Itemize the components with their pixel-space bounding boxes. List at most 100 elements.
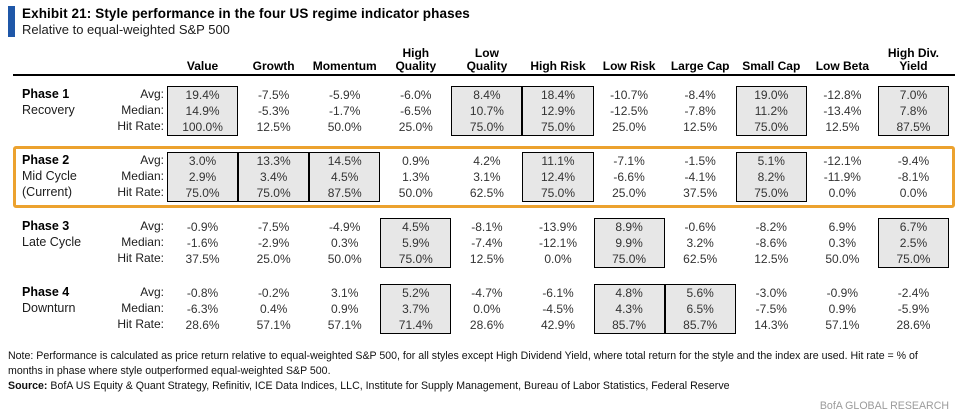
median-value: -11.9% [823, 170, 861, 185]
table-body: Phase 1 Recovery Avg: Median: Hit Rate: 19.4%… [13, 80, 955, 340]
cell-phase-1-high-quality: -6.0% -6.5% 25.0% [380, 86, 451, 136]
cell-phase-4-low-beta: -0.9% 0.9% 57.1% [807, 284, 878, 334]
phase-4-name: Phase 4 [22, 285, 70, 300]
median-value: 14.9% [185, 104, 220, 119]
stat-label: Hit Rate: [117, 317, 164, 332]
median-value: 0.0% [473, 302, 501, 317]
stat-label: Median: [121, 301, 164, 316]
phase-3-name: Phase 3 [22, 219, 70, 234]
cell-phase-3-high-div-yield: 6.7% 2.5% 75.0% [877, 218, 949, 269]
hit-value: 42.9% [540, 318, 575, 333]
stat-label: Avg: [140, 285, 164, 300]
avg-value: -4.9% [329, 220, 361, 235]
median-value: 0.9% [828, 302, 857, 317]
phase-1-stat-labels: Avg: Median: Hit Rate: [111, 86, 167, 136]
cell-phase-2-growth: 13.3% 3.4% 75.0% [238, 152, 310, 203]
cell-phase-1-growth: -7.5% -5.3% 12.5% [238, 86, 309, 136]
cell-phase-1-high-risk: 18.4% 12.9% 75.0% [522, 86, 594, 137]
cell-phase-3-value: -0.9% -1.6% 37.5% [167, 218, 238, 268]
hit-value: 62.5% [683, 252, 718, 267]
hit-value: 75.0% [540, 186, 575, 201]
exhibit-subtitle: Relative to equal-weighted S&P 500 [22, 22, 230, 37]
avg-value: -3.0% [755, 286, 787, 301]
median-value: -6.3% [186, 302, 219, 317]
avg-value: 14.5% [327, 154, 362, 169]
hit-value: 85.7% [612, 318, 647, 333]
hit-value: 14.3% [754, 318, 789, 333]
hit-value: 12.5% [469, 252, 504, 267]
median-value: 7.8% [899, 104, 928, 119]
cell-phase-2-value: 3.0% 2.9% 75.0% [167, 152, 239, 203]
avg-value: 11.1% [541, 154, 575, 169]
avg-value: 7.0% [899, 88, 928, 103]
avg-value: -9.4% [897, 154, 930, 169]
title-text-group: Exhibit 21: Style performance in the fou… [22, 6, 470, 37]
cell-phase-2-low-beta: -12.1% -11.9% 0.0% [807, 152, 878, 202]
hit-value: 57.1% [256, 318, 291, 333]
median-value: -7.5% [755, 302, 787, 317]
median-value: 1.3% [402, 170, 430, 185]
hit-value: 57.1% [825, 318, 860, 333]
avg-value: -0.9% [186, 220, 219, 235]
cell-phase-4-large-cap: 5.6% 6.5% 85.7% [664, 284, 736, 335]
cell-phase-3-low-quality: -8.1% -7.4% 12.5% [451, 218, 522, 268]
avg-value: 19.0% [754, 88, 789, 103]
stat-label: Median: [121, 235, 164, 250]
hit-value: 28.6% [896, 318, 931, 333]
cell-phase-3-high-risk: -13.9% -12.1% 0.0% [522, 218, 593, 268]
style-performance-table: Value Growth Momentum High Quality Low Quali… [13, 46, 955, 340]
median-value: -6.5% [400, 104, 432, 119]
hit-value: 71.4% [398, 318, 433, 333]
stat-label: Hit Rate: [117, 251, 164, 266]
source-line: Source: BofA US Equity & Quant Strategy,… [8, 379, 951, 393]
avg-value: -12.8% [823, 88, 862, 103]
median-value: 4.3% [615, 302, 643, 317]
cell-phase-4-low-quality: -4.7% 0.0% 28.6% [451, 284, 522, 334]
median-value: -13.4% [823, 104, 862, 119]
column-header-small-cap: Small Cap [742, 59, 801, 74]
cell-phase-3-momentum: -4.9% 0.3% 50.0% [309, 218, 380, 268]
phase-2-stat-labels: Avg: Median: Hit Rate: [111, 152, 167, 202]
hit-value: 75.0% [896, 252, 931, 267]
avg-value: 6.9% [828, 220, 857, 235]
avg-value: 4.5% [402, 220, 430, 235]
phase-1-block: Phase 1 Recovery Avg: Median: Hit Rate: 19.4%… [13, 80, 955, 142]
hit-value: 28.6% [185, 318, 220, 333]
cell-phase-4-high-risk: -6.1% -4.5% 42.9% [522, 284, 593, 334]
median-value: 6.5% [686, 302, 714, 317]
column-header-low-risk: Low Risk [602, 59, 656, 74]
avg-value: 8.4% [473, 88, 501, 103]
hit-value: 25.0% [612, 120, 647, 135]
median-value: 0.9% [331, 302, 359, 317]
median-value: 12.4% [540, 170, 575, 185]
column-header-high-quality: High Quality [395, 46, 437, 74]
hit-value: 85.7% [683, 318, 718, 333]
cell-phase-3-low-beta: 6.9% 0.3% 50.0% [807, 218, 878, 268]
phase-1-subtitle: Recovery [22, 103, 75, 118]
cell-phase-4-high-div-yield: -2.4% -5.9% 28.6% [878, 284, 949, 334]
cell-phase-1-low-beta: -12.8% -13.4% 12.5% [807, 86, 878, 136]
median-value: -4.5% [542, 302, 574, 317]
cell-phase-3-small-cap: -8.2% -8.6% 12.5% [736, 218, 807, 268]
stat-label: Avg: [140, 87, 164, 102]
median-value: -8.1% [897, 170, 930, 185]
hit-value: 87.5% [327, 186, 362, 201]
median-value: -12.1% [538, 236, 577, 251]
cell-phase-2-momentum: 14.5% 4.5% 87.5% [309, 152, 381, 203]
column-header-momentum: Momentum [312, 59, 377, 74]
hit-value: 75.0% [185, 186, 220, 201]
cell-phase-3-growth: -7.5% -2.9% 25.0% [238, 218, 309, 268]
phase-3-block: Phase 3 Late Cycle Avg: Median: Hit Rate: -0.… [13, 212, 955, 274]
median-value: -7.4% [471, 236, 503, 251]
phase-2-label: Phase 2 Mid Cycle (Current) [19, 152, 111, 202]
avg-value: -0.6% [684, 220, 716, 235]
hit-value: 0.0% [828, 186, 857, 201]
hit-value: 75.0% [469, 120, 504, 135]
median-value: 2.9% [188, 170, 217, 185]
avg-value: 19.4% [185, 88, 220, 103]
median-value: 3.2% [686, 236, 714, 251]
cell-phase-3-high-quality: 4.5% 5.9% 75.0% [380, 218, 452, 269]
column-header-high-risk: High Risk [530, 59, 586, 74]
avg-value: -7.1% [613, 154, 645, 169]
